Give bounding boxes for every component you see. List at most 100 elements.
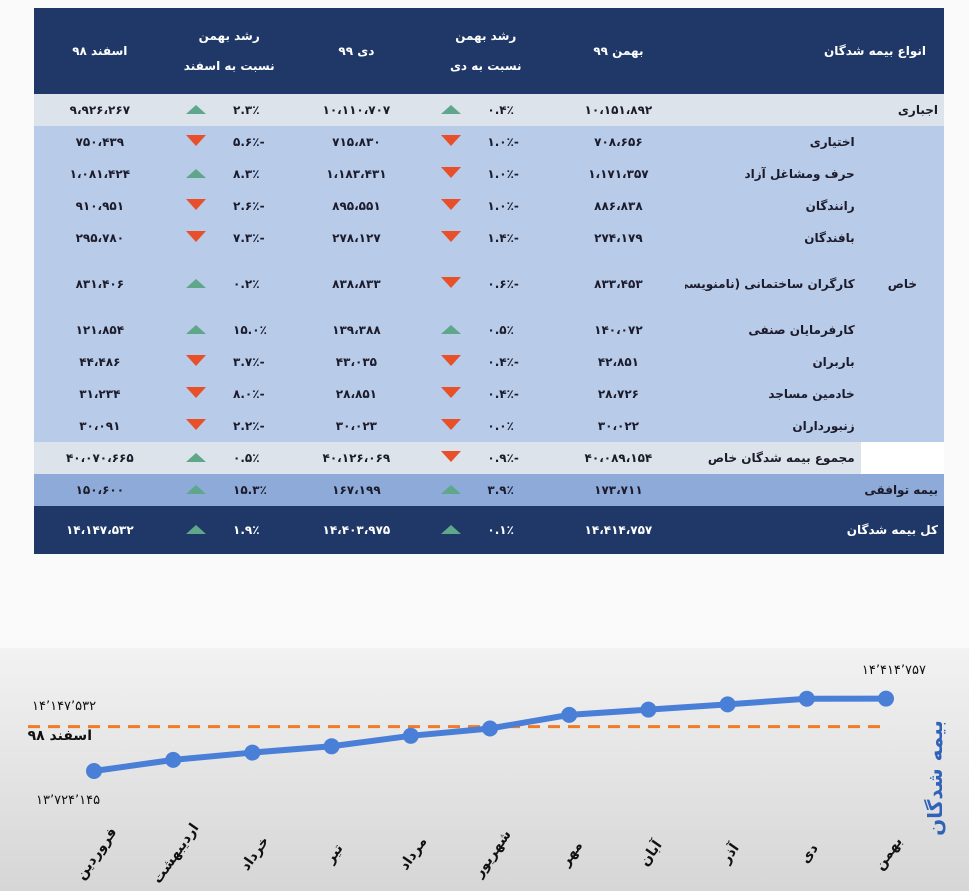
row-name: مجموع بیمه شدگان خاص	[685, 442, 861, 474]
cell-bahman99: ۲۷۴،۱۷۹	[551, 222, 686, 254]
row-name: حرف ومشاغل آزاد	[685, 158, 861, 190]
cell-growth-dey-arrow	[419, 190, 482, 222]
row-name: بیمه توافقی	[685, 474, 944, 506]
header-esfand98: اسفند ۹۸	[34, 8, 166, 94]
cell-bahman99: ۲۸،۷۲۶	[551, 378, 686, 410]
trend-up-icon	[440, 105, 461, 114]
cell-esfand98: ۱،۰۸۱،۴۲۴	[34, 158, 166, 190]
row-name: کل بیمه شدگان	[685, 506, 944, 554]
table-row: مجموع بیمه شدگان خاص ۴۰،۰۸۹،۱۵۴ -۰.۹٪ ۴۰…	[34, 442, 944, 474]
trend-up-icon	[440, 525, 461, 534]
cell-bahman99: ۱۴۰،۰۷۲	[551, 314, 686, 346]
trend-up-icon	[186, 525, 207, 534]
insured-table: انواع بیمه شدگان بهمن ۹۹ رشد بهمن نسبت ب…	[34, 8, 944, 554]
row-name: رانندگان	[685, 190, 861, 222]
x-tick-label: آذر	[716, 839, 744, 868]
cell-growth-dey: -۰.۹٪	[481, 442, 552, 474]
cell-dey99: ۱۴،۴۰۳،۹۷۵	[292, 506, 420, 554]
x-tick-label: فروردین	[73, 825, 120, 883]
row-name: کارگران ساختمانی (نامنویسی شده)	[685, 254, 861, 314]
cell-growth-esfand-arrow	[165, 474, 228, 506]
cell-bahman99: ۴۰،۰۸۹،۱۵۴	[551, 442, 686, 474]
cell-growth-esfand-arrow	[165, 506, 228, 554]
cell-growth-esfand: -۲.۲٪	[227, 410, 293, 442]
x-tick-label: شهریور	[470, 827, 515, 881]
cell-esfand98: ۸۳۱،۴۰۶	[34, 254, 166, 314]
cell-growth-dey-arrow	[419, 126, 482, 158]
cell-dey99: ۷۱۵،۸۳۰	[292, 126, 420, 158]
cell-growth-esfand-arrow	[165, 346, 228, 378]
cell-growth-esfand: -۷.۳٪	[227, 222, 293, 254]
cell-dey99: ۸۳۸،۸۳۳	[292, 254, 420, 314]
header-bahman99: بهمن ۹۹	[551, 8, 686, 94]
cell-growth-esfand: ۲.۳٪	[227, 94, 293, 126]
cell-growth-dey: -۰.۶٪	[481, 254, 552, 314]
trend-down-icon	[440, 451, 461, 462]
x-tick-label: تیر	[322, 841, 347, 867]
cell-growth-esfand: ۰.۲٪	[227, 254, 293, 314]
cell-bahman99: ۴۲،۸۵۱	[551, 346, 686, 378]
cell-growth-esfand: ۱.۹٪	[227, 506, 293, 554]
cell-bahman99: ۳۰،۰۲۲	[551, 410, 686, 442]
header-growth-dey: رشد بهمن نسبت به دی	[419, 8, 552, 94]
table-row: کارفرمایان صنفی ۱۴۰،۰۷۲ ۰.۵٪ ۱۳۹،۳۸۸ ۱۵.…	[34, 314, 944, 346]
chart-area: فروردین اردیبهشت خرداد تیر مرداد شهریور مهر آبا…	[0, 648, 969, 891]
header-growth-esfand: رشد بهمن نسبت به اسفند	[165, 8, 293, 94]
cell-esfand98: ۷۵۰،۴۳۹	[34, 126, 166, 158]
cell-growth-dey: ۰.۵٪	[481, 314, 552, 346]
trend-up-icon	[186, 453, 207, 462]
header-type: انواع بیمه شدگان	[685, 8, 944, 94]
header-growth-dey-line1: رشد بهمن	[455, 29, 517, 43]
cell-growth-esfand-arrow	[165, 126, 228, 158]
cell-growth-dey: -۱.۰٪	[481, 126, 552, 158]
trend-down-icon	[186, 199, 207, 210]
x-tick-label: مهر	[557, 838, 586, 870]
cell-dey99: ۳۰،۰۲۳	[292, 410, 420, 442]
trend-up-icon	[186, 485, 207, 494]
cell-dey99: ۱۶۷،۱۹۹	[292, 474, 420, 506]
trend-down-icon	[186, 419, 207, 430]
cell-growth-esfand: ۱۵.۰٪	[227, 314, 293, 346]
x-tick-label: آبان	[635, 836, 666, 870]
cell-growth-esfand: ۱۵.۳٪	[227, 474, 293, 506]
line-chart: فروردین اردیبهشت خرداد تیر مرداد شهریور مهر آبا…	[28, 663, 947, 887]
header-growth-esfand-line2: نسبت به اسفند	[183, 59, 275, 73]
cell-growth-esfand: -۸.۰٪	[227, 378, 293, 410]
cell-bahman99: ۱۷۳،۷۱۱	[551, 474, 686, 506]
table-row: حرف ومشاغل آزاد ۱،۱۷۱،۳۵۷ -۱.۰٪ ۱،۱۸۳،۴۳…	[34, 158, 944, 190]
cell-growth-dey-arrow	[419, 442, 482, 474]
cell-growth-dey: -۱.۴٪	[481, 222, 552, 254]
cell-bahman99: ۱،۱۷۱،۳۵۷	[551, 158, 686, 190]
trend-down-icon	[186, 135, 207, 146]
cell-growth-esfand: -۲.۶٪	[227, 190, 293, 222]
trend-up-icon	[186, 105, 207, 114]
cell-growth-esfand: -۵.۶٪	[227, 126, 293, 158]
cell-growth-dey: ۳.۹٪	[481, 474, 552, 506]
cell-growth-esfand-arrow	[165, 378, 228, 410]
cell-bahman99: ۸۳۳،۴۵۳	[551, 254, 686, 314]
cell-growth-esfand: ۰.۵٪	[227, 442, 293, 474]
table-row: کل بیمه شدگان ۱۴،۴۱۴،۷۵۷ ۰.۱٪ ۱۴،۴۰۳،۹۷۵…	[34, 506, 944, 554]
table-row: زنبورداران ۳۰،۰۲۲ ۰.۰٪ ۳۰،۰۲۳ -۲.۲٪ ۳۰،۰…	[34, 410, 944, 442]
table-body: اجباری ۱۰،۱۵۱،۸۹۲ ۰.۴٪ ۱۰،۱۱۰،۷۰۷ ۲.۳٪ ۹…	[34, 94, 944, 554]
cell-growth-esfand-arrow	[165, 190, 228, 222]
cell-growth-dey-arrow	[419, 94, 482, 126]
cell-esfand98: ۱۴،۱۴۷،۵۳۲	[34, 506, 166, 554]
cell-dey99: ۱۳۹،۳۸۸	[292, 314, 420, 346]
data-point	[640, 701, 657, 718]
cell-dey99: ۴۰،۱۲۶،۰۶۹	[292, 442, 420, 474]
cell-esfand98: ۳۰،۰۹۱	[34, 410, 166, 442]
cell-dey99: ۱،۱۸۳،۴۳۱	[292, 158, 420, 190]
header-growth-esfand-line1: رشد بهمن	[198, 29, 260, 43]
cell-growth-dey: -۰.۴٪	[481, 346, 552, 378]
cell-growth-dey: ۰.۴٪	[481, 94, 552, 126]
data-point	[244, 744, 261, 761]
data-point	[402, 727, 419, 744]
table-row: اجباری ۱۰،۱۵۱،۸۹۲ ۰.۴٪ ۱۰،۱۱۰،۷۰۷ ۲.۳٪ ۹…	[34, 94, 944, 126]
x-tick-label: خرداد	[238, 834, 273, 874]
last-value-label: ۱۴٬۴۱۴٬۷۵۷	[862, 663, 926, 678]
reference-label: اسفند ۹۸	[28, 728, 92, 744]
cell-growth-dey-arrow	[419, 158, 482, 190]
cell-esfand98: ۳۱،۲۳۴	[34, 378, 166, 410]
